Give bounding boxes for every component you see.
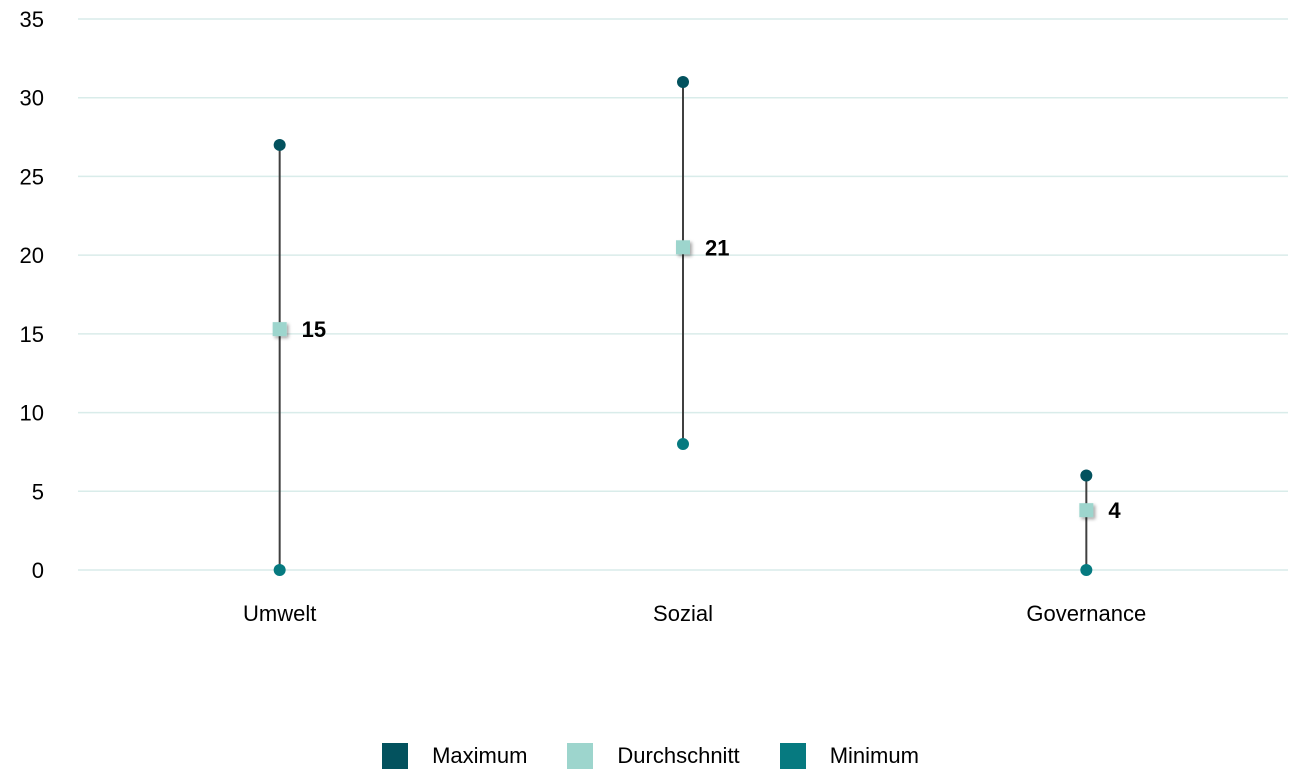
y-tick-label: 0 (32, 558, 44, 583)
legend: Maximum Durchschnitt Minimum (0, 739, 1301, 773)
chart: 0 5 10 15 20 25 30 35 15 21 4 Umwelt Sozial Governa… (20, 7, 1288, 626)
minimum-point (273, 564, 286, 576)
legend-swatch-maximum (382, 743, 409, 769)
category-label: Sozial (653, 601, 713, 626)
y-tick-label: 10 (20, 401, 44, 426)
y-tick-label: 15 (20, 322, 44, 347)
legend-label-durchschnitt: Durchschnitt (617, 743, 740, 768)
legend-swatch-durchschnitt (567, 743, 594, 769)
y-tick-label: 35 (20, 7, 44, 32)
average-data-label: 4 (1108, 498, 1121, 523)
y-axis-ticks: 0 5 10 15 20 25 30 35 (20, 7, 44, 583)
legend-item-minimum: Minimum (779, 743, 919, 769)
average-point (676, 240, 690, 255)
average-data-label: 15 (302, 317, 326, 342)
maximum-point (677, 75, 689, 88)
average-point (272, 322, 287, 337)
minimum-point (1080, 564, 1093, 576)
legend-swatch-minimum (779, 743, 806, 769)
category-label: Governance (1026, 601, 1146, 626)
category-label: Umwelt (243, 601, 316, 626)
legend-item-durchschnitt: Durchschnitt (567, 743, 740, 769)
minimum-point (677, 438, 689, 451)
data-points (272, 75, 1094, 576)
legend-label-maximum: Maximum (432, 743, 528, 768)
legend-label-minimum: Minimum (829, 743, 919, 768)
y-tick-label: 5 (32, 479, 44, 504)
range-lines (278, 81, 1088, 570)
maximum-point (1080, 469, 1093, 482)
y-tick-label: 20 (20, 243, 44, 268)
average-data-label: 21 (705, 235, 729, 260)
average-point (1079, 503, 1094, 518)
maximum-point (273, 138, 286, 151)
y-tick-label: 30 (20, 86, 44, 111)
x-axis-categories: Umwelt Sozial Governance (243, 601, 1146, 626)
data-labels: 15 21 4 (302, 235, 1122, 523)
y-tick-label: 25 (20, 164, 44, 189)
legend-item-maximum: Maximum (382, 743, 527, 769)
